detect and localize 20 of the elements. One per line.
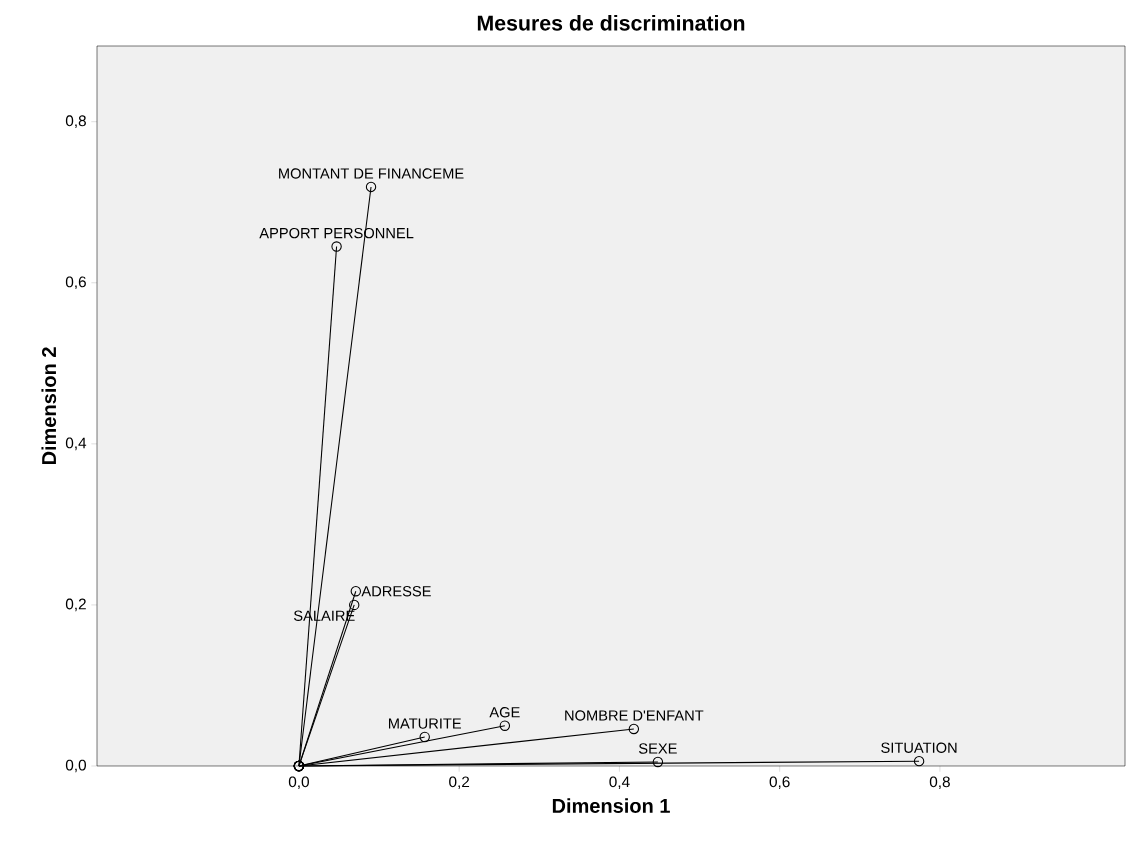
x-axis-title: Dimension 1 xyxy=(552,798,670,813)
series-label: AGE xyxy=(489,707,520,718)
series-label: MONTANT DE FINANCEME xyxy=(279,168,464,179)
x-tick-label: 0,4 xyxy=(609,776,630,790)
y-axis-title: Dimension 2 xyxy=(41,347,57,465)
y-tick-label: 0,6 xyxy=(65,276,86,290)
y-tick-label: 0,4 xyxy=(65,437,87,451)
series-label: SEXE xyxy=(638,743,677,754)
series-label: SITUATION xyxy=(881,742,957,753)
series-label: MATURITE xyxy=(388,718,462,729)
x-tick-label: 0,6 xyxy=(769,776,790,790)
y-tick-label: 0,8 xyxy=(65,115,86,129)
chart-title: Mesures de discrimination xyxy=(477,14,745,31)
y-tick-label: 0,0 xyxy=(65,759,86,773)
y-tick-label: 0,2 xyxy=(65,598,86,612)
x-tick-label: 0,8 xyxy=(929,776,950,790)
series-label: NOMBRE D'ENFANT xyxy=(565,710,704,721)
series-label: ADRESSE xyxy=(361,586,431,597)
x-tick-label: 0,2 xyxy=(449,776,470,790)
x-tick-label: 0,0 xyxy=(288,776,309,790)
